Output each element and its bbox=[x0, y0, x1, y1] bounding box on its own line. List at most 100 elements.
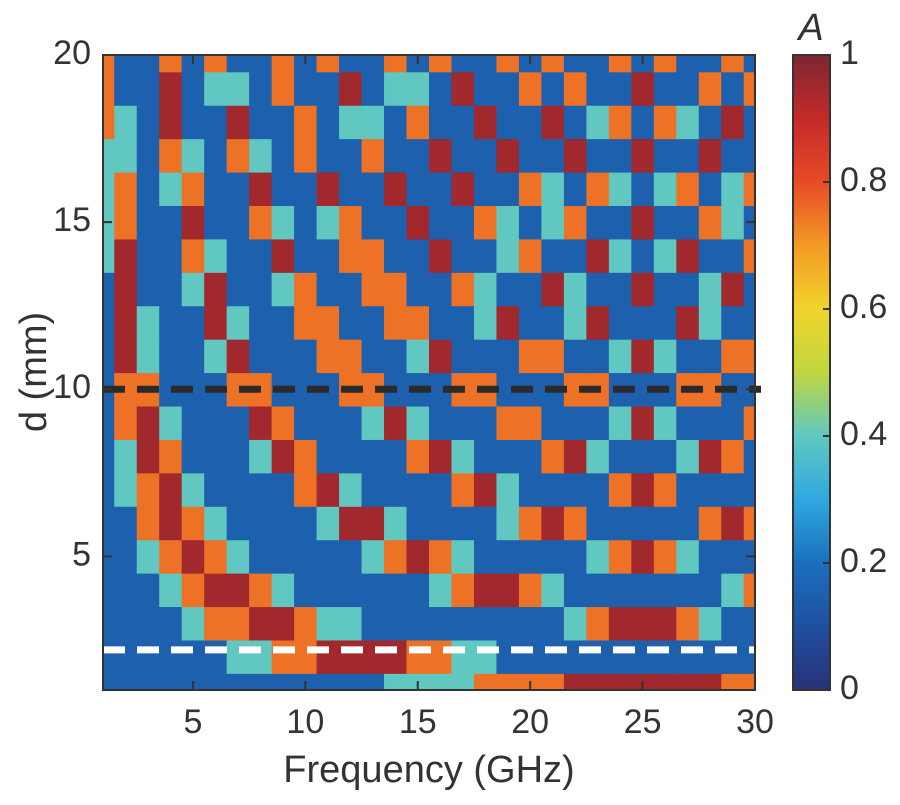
heatmap-cell bbox=[698, 105, 722, 140]
heatmap-cell bbox=[631, 138, 655, 173]
heatmap-cell bbox=[721, 138, 745, 173]
heatmap-cell bbox=[586, 606, 610, 641]
heatmap-cell bbox=[384, 405, 408, 440]
heatmap-cell bbox=[159, 305, 183, 340]
heatmap-cell bbox=[103, 439, 115, 474]
heatmap-cell bbox=[586, 539, 610, 574]
heatmap-cell bbox=[316, 573, 340, 608]
heatmap-cell bbox=[159, 673, 183, 690]
heatmap-cell bbox=[743, 238, 755, 273]
heatmap-cell bbox=[249, 339, 273, 374]
heatmap-cell bbox=[721, 171, 745, 206]
heatmap-cell bbox=[339, 71, 363, 106]
heatmap-cell bbox=[339, 573, 363, 608]
heatmap-cell bbox=[721, 105, 745, 140]
heatmap-cell bbox=[361, 673, 385, 690]
heatmap-cell bbox=[316, 606, 340, 641]
heatmap-cell bbox=[563, 506, 587, 541]
heatmap-cell bbox=[429, 71, 453, 106]
heatmap-cell bbox=[451, 439, 475, 474]
heatmap-cell bbox=[316, 673, 340, 690]
heatmap-cell bbox=[159, 339, 183, 374]
heatmap-cell bbox=[563, 372, 587, 407]
heatmap-cell bbox=[406, 573, 430, 608]
heatmap-cell bbox=[608, 105, 632, 140]
heatmap-cell bbox=[384, 506, 408, 541]
heatmap-cell bbox=[103, 71, 115, 106]
heatmap-cell bbox=[384, 573, 408, 608]
heatmap-cell bbox=[294, 639, 318, 674]
heatmap-cell bbox=[653, 272, 677, 307]
heatmap-cell bbox=[541, 205, 565, 240]
heatmap-cell bbox=[294, 339, 318, 374]
heatmap-cell bbox=[608, 539, 632, 574]
heatmap-cell bbox=[361, 305, 385, 340]
heatmap-cell bbox=[294, 472, 318, 507]
heatmap-cell bbox=[473, 171, 498, 206]
heatmap-cell bbox=[136, 639, 160, 674]
heatmap-cell bbox=[563, 138, 587, 173]
heatmap-cell bbox=[429, 372, 453, 407]
heatmap-cell bbox=[518, 305, 543, 340]
heatmap-cell bbox=[473, 439, 498, 474]
heatmap-cell bbox=[473, 55, 498, 73]
heatmap-cell bbox=[316, 472, 340, 507]
heatmap-cell bbox=[586, 105, 610, 140]
x-tick-label: 10 bbox=[286, 703, 324, 741]
heatmap-cell bbox=[586, 305, 610, 340]
heatmap-cell bbox=[114, 539, 138, 574]
x-tick-label: 20 bbox=[511, 703, 549, 741]
heatmap-cell bbox=[586, 639, 610, 674]
heatmap-cell bbox=[271, 606, 295, 641]
heatmap-cell bbox=[473, 539, 498, 574]
heatmap-cell bbox=[429, 573, 453, 608]
heatmap-cell bbox=[384, 639, 408, 674]
heatmap-cell bbox=[271, 55, 295, 73]
heatmap bbox=[103, 55, 755, 690]
heatmap-cell bbox=[136, 506, 160, 541]
heatmap-cell bbox=[361, 272, 385, 307]
heatmap-cell bbox=[316, 539, 340, 574]
heatmap-cell bbox=[136, 573, 160, 608]
heatmap-cell bbox=[226, 171, 250, 206]
heatmap-cell bbox=[103, 472, 115, 507]
heatmap-cell bbox=[249, 606, 273, 641]
heatmap-cell bbox=[384, 55, 408, 73]
heatmap-cell bbox=[316, 71, 340, 106]
heatmap-cell bbox=[316, 405, 340, 440]
heatmap-cell bbox=[721, 606, 745, 641]
heatmap-cell bbox=[631, 272, 655, 307]
heatmap-cell bbox=[586, 339, 610, 374]
heatmap-cell bbox=[361, 71, 385, 106]
heatmap-cell bbox=[103, 405, 115, 440]
heatmap-cell bbox=[114, 405, 138, 440]
heatmap-cell bbox=[136, 55, 160, 73]
heatmap-cell bbox=[249, 506, 273, 541]
heatmap-cell bbox=[204, 272, 228, 307]
y-tick-label: 15 bbox=[53, 201, 91, 239]
heatmap-cell bbox=[316, 55, 340, 73]
heatmap-cell bbox=[114, 71, 138, 106]
heatmap-cell bbox=[451, 639, 475, 674]
heatmap-cell bbox=[698, 439, 722, 474]
heatmap-cell bbox=[226, 238, 250, 273]
heatmap-cell bbox=[608, 205, 632, 240]
heatmap-cell bbox=[406, 205, 430, 240]
heatmap-cell bbox=[473, 639, 498, 674]
colorbar-tick-label: 1 bbox=[840, 34, 859, 72]
heatmap-cell bbox=[518, 138, 543, 173]
heatmap-cell bbox=[159, 639, 183, 674]
heatmap-cell bbox=[226, 606, 250, 641]
heatmap-cell bbox=[631, 205, 655, 240]
heatmap-cell bbox=[114, 606, 138, 641]
heatmap-cell bbox=[631, 472, 655, 507]
heatmap-cell bbox=[496, 573, 520, 608]
heatmap-cell bbox=[406, 305, 430, 340]
heatmap-cell bbox=[653, 205, 677, 240]
heatmap-cell bbox=[226, 673, 250, 690]
heatmap-cell bbox=[676, 272, 700, 307]
heatmap-cell bbox=[653, 405, 677, 440]
heatmap-cell bbox=[316, 305, 340, 340]
heatmap-cell bbox=[249, 472, 273, 507]
heatmap-cell bbox=[676, 205, 700, 240]
